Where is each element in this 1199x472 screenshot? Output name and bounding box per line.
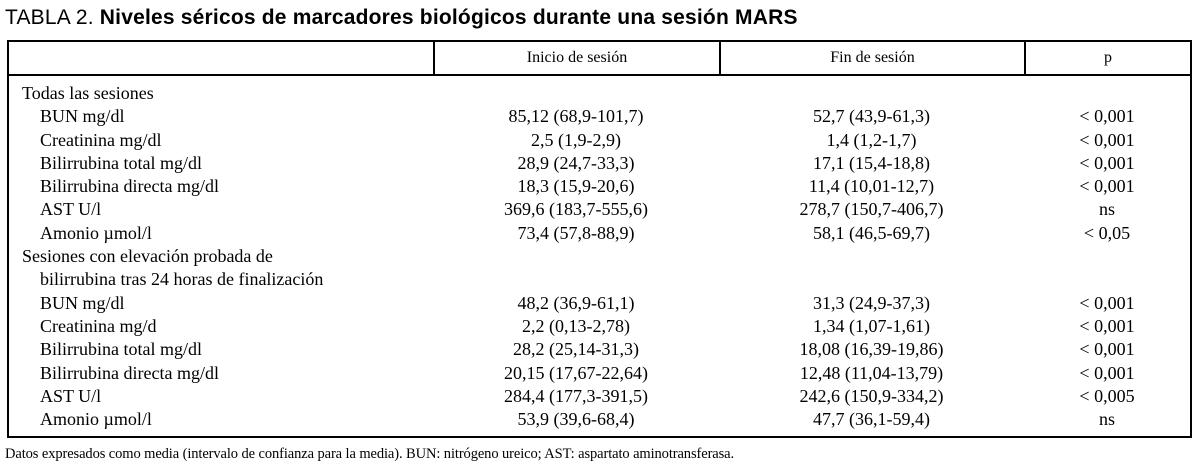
value-fin: 1,34 (1,07-1,61) [813, 315, 930, 336]
value-fin [719, 245, 1024, 268]
value-fin: 1,4 (1,2-1,7) [826, 129, 917, 150]
table-row: Amonio µmol/l 73,4 (57,8-88,9) 58,1 (46,5-… [9, 222, 1190, 245]
table-body: Todas las sesiones BUN mg/dl 85,12 (68,9-1… [9, 76, 1190, 436]
row-label: bilirrubina tras 24 horas de finalizació… [40, 269, 324, 290]
value-p: < 0,001 [1079, 315, 1135, 336]
table-footnote: Datos expresados como media (intervalo d… [5, 446, 735, 462]
table-row: Bilirrubina total mg/dl 28,2 (25,14-31,3)… [9, 338, 1190, 361]
value-p [1024, 82, 1190, 105]
value-fin: 242,6 (150,9-334,2) [799, 385, 944, 406]
table-row: AST U/l 284,4 (177,3-391,5) 242,6 (150,9-3… [9, 385, 1190, 408]
value-p: ns [1098, 199, 1115, 220]
column-header-fin: Fin de sesión [719, 42, 1024, 74]
value-p: < 0,001 [1079, 292, 1135, 313]
value-fin: 52,7 (43,9-61,3) [813, 106, 930, 127]
table-row: Amonio µmol/l 53,9 (39,6-68,4) 47,7 (36,1-… [9, 408, 1190, 431]
table-row: Creatinina mg/d 2,2 (0,13-2,78) 1,34 (1,07… [9, 315, 1190, 338]
column-header-empty [9, 42, 433, 74]
value-fin: 47,7 (36,1-59,4) [813, 409, 930, 430]
value-fin: 11,4 (10,01-12,7) [808, 176, 935, 197]
row-label: Amonio µmol/l [40, 222, 152, 243]
value-fin: 31,3 (24,9-37,3) [813, 292, 930, 313]
value-p: < 0,001 [1079, 176, 1135, 197]
value-inicio: 28,2 (25,14-31,3) [513, 339, 639, 360]
column-header-p: p [1024, 42, 1190, 74]
row-label: BUN mg/dl [40, 292, 125, 313]
biomarkers-table: Inicio de sesión Fin de sesión p Todas l… [7, 40, 1192, 439]
value-fin: 18,08 (16,39-19,86) [799, 339, 944, 360]
value-inicio [433, 268, 719, 291]
value-p: < 0,001 [1079, 339, 1135, 360]
value-p: < 0,001 [1079, 362, 1135, 383]
value-fin: 17,1 (15,4-18,8) [813, 152, 930, 173]
value-inicio: 48,2 (36,9-61,1) [517, 292, 635, 313]
value-p: < 0,005 [1079, 385, 1135, 406]
table-row: Todas las sesiones [9, 82, 1190, 105]
table-title-main: Niveles séricos de marcadores biológicos… [99, 6, 798, 29]
value-fin [719, 268, 1024, 291]
row-label: AST U/l [40, 385, 102, 406]
value-inicio: 284,4 (177,3-391,5) [504, 385, 648, 406]
row-label: AST U/l [40, 199, 102, 220]
table-row: AST U/l 369,6 (183,7-555,6) 278,7 (150,7-4… [9, 198, 1190, 221]
value-inicio: 2,5 (1,9-2,9) [531, 129, 621, 150]
value-inicio: 53,9 (39,6-68,4) [517, 409, 635, 430]
value-p [1024, 245, 1190, 268]
value-p: < 0,001 [1079, 129, 1135, 150]
row-label: Bilirrubina directa mg/dl [40, 362, 219, 383]
row-label: Creatinina mg/dl [40, 129, 162, 150]
table-title-prefix: TABLA 2. [5, 6, 100, 29]
value-inicio: 85,12 (68,9-101,7) [508, 106, 644, 127]
row-label: Bilirrubina total mg/dl [40, 339, 202, 360]
table-row: Creatinina mg/dl 2,5 (1,9-2,9) 1,4 (1,2-1,… [9, 129, 1190, 152]
row-label: Amonio µmol/l [40, 409, 152, 430]
value-inicio: 28,9 (24,7-33,3) [517, 152, 635, 173]
value-p: < 0,001 [1079, 152, 1135, 173]
value-fin: 278,7 (150,7-406,7) [799, 199, 944, 220]
value-p: ns [1098, 409, 1115, 430]
row-label: Bilirrubina directa mg/dl [40, 176, 219, 197]
value-fin: 58,1 (46,5-69,7) [813, 222, 930, 243]
value-inicio [433, 245, 719, 268]
row-label: Sesiones con elevación probada de [22, 246, 273, 267]
table-row: Bilirrubina directa mg/dl 20,15 (17,67-22… [9, 362, 1190, 385]
table-row: Sesiones con elevación probada de [9, 245, 1190, 268]
value-fin: 12,48 (11,04-13,79) [799, 362, 944, 383]
table-row: Bilirrubina total mg/dl 28,9 (24,7-33,3) 1… [9, 152, 1190, 175]
row-label: BUN mg/dl [40, 106, 125, 127]
value-p: < 0,001 [1079, 106, 1135, 127]
value-inicio: 2,2 (0,13-2,78) [522, 315, 630, 336]
table-row: BUN mg/dl 48,2 (36,9-61,1) 31,3 (24,9-37,3… [9, 292, 1190, 315]
value-inicio: 18,3 (15,9-20,6) [517, 176, 635, 197]
value-inicio: 369,6 (183,7-555,6) [504, 199, 648, 220]
table-row: bilirrubina tras 24 horas de finalizació… [9, 268, 1190, 291]
value-p [1024, 268, 1190, 291]
table-row: Bilirrubina directa mg/dl 18,3 (15,9-20,6… [9, 175, 1190, 198]
row-label: Creatinina mg/d [40, 315, 157, 336]
value-inicio: 20,15 (17,67-22,64) [504, 362, 648, 383]
column-header-inicio: Inicio de sesión [433, 42, 719, 74]
value-inicio [433, 82, 719, 105]
value-inicio: 73,4 (57,8-88,9) [517, 222, 635, 243]
row-label: Bilirrubina total mg/dl [40, 152, 202, 173]
row-label: Todas las sesiones [22, 83, 154, 103]
value-p: < 0,05 [1083, 222, 1131, 243]
table-header-row: Inicio de sesión Fin de sesión p [9, 42, 1190, 76]
value-fin [719, 82, 1024, 105]
table-row: BUN mg/dl 85,12 (68,9-101,7) 52,7 (43,9-61… [9, 105, 1190, 128]
table-title: TABLA 2. Niveles séricos de marcadores b… [5, 6, 798, 30]
